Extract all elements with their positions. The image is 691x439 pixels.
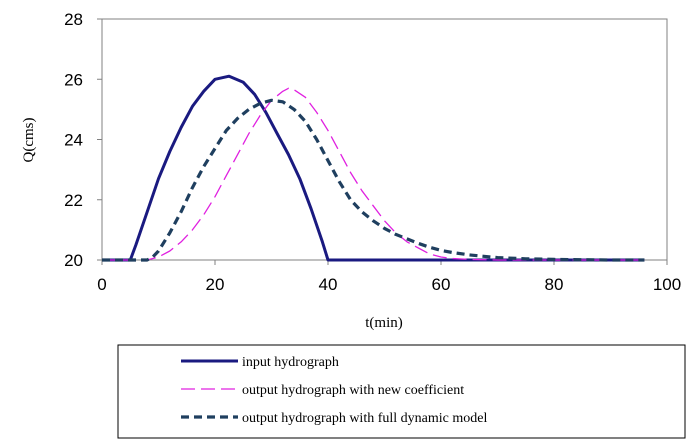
series-line-3 <box>102 98 645 262</box>
y-tick-label: 26 <box>64 70 83 89</box>
plot-area <box>101 18 668 261</box>
series-lines <box>102 74 645 262</box>
y-tick-label: 24 <box>64 131 83 150</box>
legend: input hydrograph output hydrograph with n… <box>117 344 686 439</box>
y-tick-label: 20 <box>64 251 83 270</box>
x-axis-label: t(min) <box>365 315 403 331</box>
series-line-1 <box>102 74 645 262</box>
x-tick-label: 20 <box>206 275 225 294</box>
y-tick-labels: 20 22 24 26 28 <box>64 10 83 270</box>
x-tick-label: 40 <box>319 275 338 294</box>
legend-label-3: output hydrograph with full dynamic mode… <box>242 411 487 426</box>
series-line-2 <box>102 87 645 261</box>
y-tick-label: 28 <box>64 10 83 29</box>
y-tick-label: 22 <box>64 191 83 210</box>
x-tick-label: 80 <box>545 275 564 294</box>
legend-items: input hydrograph output hydrograph with n… <box>181 355 487 426</box>
x-tick-label: 0 <box>97 275 106 294</box>
x-tick-label: 60 <box>432 275 451 294</box>
x-tick-label: 100 <box>653 275 681 294</box>
x-tick-labels: 0 20 40 60 80 100 <box>97 275 681 294</box>
legend-label-1: input hydrograph <box>242 355 339 370</box>
legend-label-2: output hydrograph with new coefficient <box>242 383 464 398</box>
y-axis-label: Q(cms) <box>21 118 37 163</box>
axis-ticks <box>97 18 668 265</box>
